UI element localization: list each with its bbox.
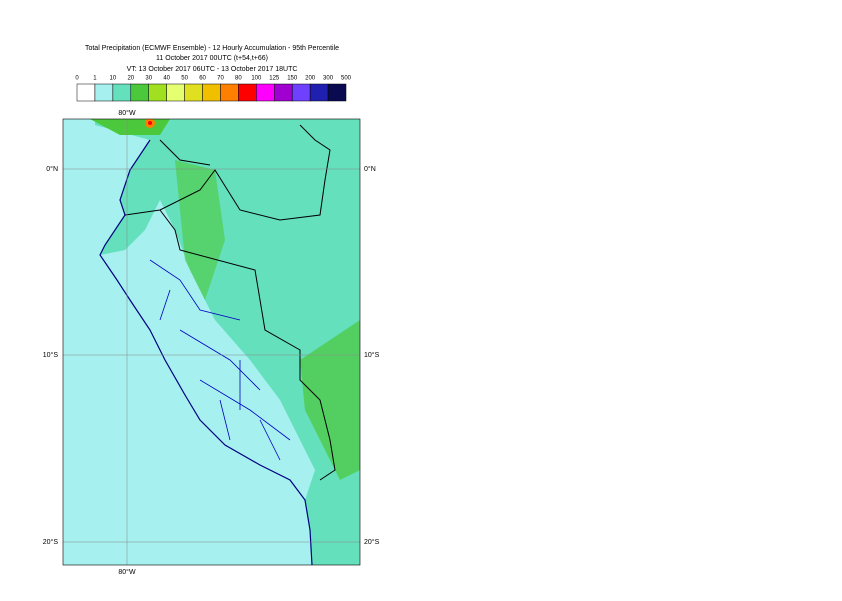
legend-level: 80	[235, 76, 242, 82]
lat-label: 10°S	[364, 351, 380, 359]
legend-swatch	[148, 83, 167, 102]
legend-swatch	[184, 83, 203, 102]
legend-swatch	[76, 83, 96, 102]
lon-label: 80°W	[118, 109, 136, 117]
coastline	[99, 139, 313, 565]
legend-level: 40	[163, 76, 170, 82]
regions	[149, 259, 291, 461]
lat-label: 20°S	[43, 538, 59, 546]
lat-label: 0°N	[46, 165, 58, 173]
legend-level: 0	[75, 76, 79, 82]
lat-label: 20°S	[364, 538, 380, 546]
dry-coastal-field	[100, 200, 315, 500]
legend-swatch	[238, 83, 257, 102]
map	[63, 119, 360, 565]
legend-level: 200	[305, 76, 316, 82]
lat-label: 0°N	[364, 165, 376, 173]
legend-level: 50	[181, 76, 188, 82]
legend-swatch	[94, 83, 114, 102]
legend-level: 125	[269, 76, 280, 82]
borders	[124, 124, 336, 481]
legend: 0 1 10 20 30 40 50 60 70 80 100 125 150 200 300 500	[75, 76, 352, 102]
legend-level: 100	[251, 76, 262, 82]
rain-band	[300, 320, 360, 480]
legend-level: 150	[287, 76, 298, 82]
lon-label: 80°W	[118, 568, 136, 576]
legend-swatch	[112, 83, 132, 102]
valid-time: VT: 13 October 2017 06UTC - 13 October 2…	[127, 66, 298, 73]
legend-swatch	[327, 83, 347, 102]
legend-level: 300	[323, 76, 334, 82]
legend-swatch	[274, 83, 293, 102]
legend-level: 20	[127, 76, 134, 82]
rain-peak	[148, 121, 152, 125]
lat-label: 10°S	[43, 351, 59, 359]
legend-level: 70	[217, 76, 224, 82]
legend-swatch	[256, 83, 275, 102]
legend-swatch	[309, 83, 329, 102]
legend-level: 30	[145, 76, 152, 82]
map-frame	[62, 118, 361, 566]
graticule	[63, 119, 360, 565]
rain-band	[175, 160, 225, 300]
legend-swatch	[202, 83, 221, 102]
legend-swatch	[166, 83, 185, 102]
legend-level: 60	[199, 76, 206, 82]
legend-level: 10	[110, 76, 117, 82]
legend-swatch	[291, 83, 311, 102]
legend-level: 1	[93, 76, 97, 82]
run-time: 11 October 2017 00UTC (t+54,t+66)	[156, 55, 268, 62]
title: Total Precipitation (ECMWF Ensemble) - 1…	[85, 45, 339, 52]
legend-swatch	[220, 83, 239, 102]
legend-swatch	[130, 83, 149, 102]
legend-level: 500	[341, 76, 352, 82]
